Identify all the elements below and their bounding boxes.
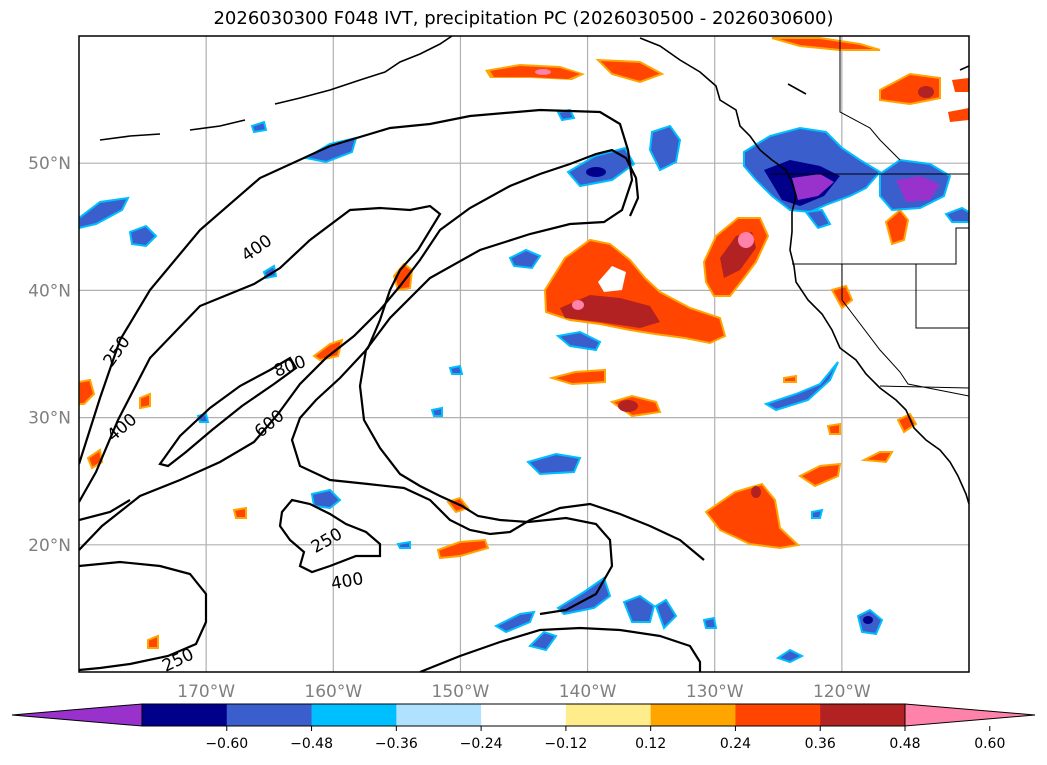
precipitation-pc-field: [79, 37, 969, 664]
colorbar-tick-label: 0.12: [635, 736, 666, 752]
colorbar-cell: [311, 704, 397, 726]
map-frame: [78, 35, 970, 673]
longitude-labels: 170°W 160°W 150°W 140°W 130°W 120°W: [177, 682, 871, 702]
ivt-contour-250-bottom: [419, 626, 702, 672]
colorbar-cell: [735, 704, 821, 726]
colorbar-cell: [142, 704, 228, 726]
colorbar-tick-label: −0.60: [205, 736, 248, 752]
latitude-labels: 20°N 30°N 40°N 50°N: [28, 154, 71, 556]
map-background: [79, 36, 969, 672]
lat-tick-label: 50°N: [28, 154, 71, 174]
ivt-contour-250-south: [79, 560, 208, 672]
colorbar-tick-label: 0.60: [974, 736, 1005, 752]
lon-tick-label: 170°W: [177, 682, 235, 702]
lat-tick-label: 30°N: [28, 409, 71, 429]
colorbar-cell: [226, 704, 313, 726]
colorbar-tick-label: 0.36: [805, 736, 836, 752]
colorbar-tick-label: 0.48: [889, 736, 920, 752]
coastlines: [99, 36, 969, 505]
ivt-contour-400-island: [278, 498, 382, 574]
colorbar-cell: [396, 704, 482, 726]
lon-tick-label: 130°W: [686, 682, 744, 702]
ivt-contour-600: [79, 148, 640, 551]
ivt-contour-400-sw: [79, 499, 131, 522]
colorbar-cell: [565, 704, 652, 726]
colorbar-extend-max: [904, 703, 1036, 727]
lon-tick-label: 150°W: [432, 682, 490, 702]
ivt-contours: [79, 108, 705, 672]
lon-tick-label: 160°W: [304, 682, 362, 702]
precip-positive: [79, 37, 969, 649]
political-borders: [770, 36, 969, 397]
precip-negative: [79, 108, 969, 664]
colorbar-cell: [481, 704, 567, 726]
colorbar: [11, 703, 1036, 727]
ivt-contour-800: [158, 356, 298, 468]
colorbar-tick-label: −0.36: [375, 736, 418, 752]
colorbar-tick-label: −0.12: [544, 736, 587, 752]
colorbar-extend-min: [11, 703, 143, 727]
chart-title: 2026030300 F048 IVT, precipitation PC (2…: [213, 8, 834, 29]
colorbar-tick-label: −0.24: [460, 736, 503, 752]
lat-tick-label: 20°N: [28, 536, 71, 556]
colorbar-cell: [820, 704, 906, 726]
ivt-contour-400-main: [79, 204, 705, 561]
colorbar-cell: [650, 704, 736, 726]
ivt-contour-250-main: [79, 108, 634, 616]
colorbar-tick-labels: −0.60 −0.48 −0.36 −0.24 −0.12 0.12 0.24 0.36 0.4…: [205, 726, 1005, 752]
colorbar-outline: [141, 703, 906, 727]
lon-tick-label: 120°W: [813, 682, 871, 702]
colorbar-tick-label: −0.48: [290, 736, 333, 752]
lon-tick-label: 140°W: [559, 682, 617, 702]
lat-tick-label: 40°N: [28, 281, 71, 301]
colorbar-tick-label: 0.24: [720, 736, 751, 752]
